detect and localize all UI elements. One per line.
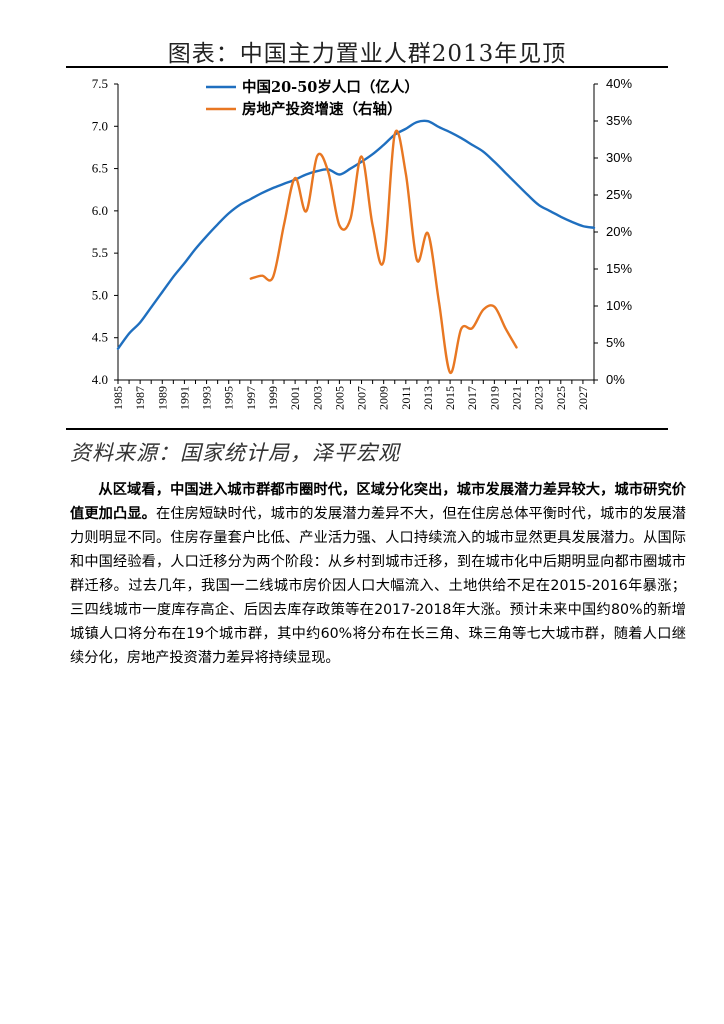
x-tick-label: 2025 (554, 386, 568, 410)
bold-lead-sentence: 从区域看，中国进入城市群都市圈时代，区域分化突出，城市发展潜力差异较大，城市研究… (70, 482, 686, 522)
x-tick-label: 1991 (177, 386, 191, 410)
right-tick-label: 0% (606, 372, 625, 387)
left-tick-label: 4.5 (92, 330, 108, 345)
right-tick-label: 25% (606, 187, 632, 202)
left-tick-label: 6.5 (92, 161, 108, 176)
x-tick-label: 2009 (377, 386, 391, 410)
x-tick-label: 1995 (222, 386, 236, 410)
paragraph-text: 在住房短缺时代，城市的发展潜力差异不大，但在住房总体平衡时代，城市的发展潜力则明… (70, 506, 686, 666)
right-tick-label: 30% (606, 150, 632, 165)
left-tick-label: 4.0 (92, 372, 108, 387)
body-paragraph: 从区域看，中国进入城市群都市圈时代，区域分化突出，城市发展潜力差异较大，城市研究… (70, 478, 686, 670)
x-tick-label: 1989 (155, 386, 169, 410)
investment-growth-series-line (249, 129, 518, 374)
population-series-line (116, 119, 596, 350)
left-tick-label: 5.0 (92, 287, 108, 302)
bottom-rule (66, 428, 668, 430)
left-tick-label: 5.5 (92, 245, 108, 260)
right-tick-label: 5% (606, 335, 625, 350)
x-tick-label: 1985 (111, 386, 125, 410)
right-tick-label: 10% (606, 298, 632, 313)
chart-title: 图表：中国主力置业人群2013年见顶 (167, 41, 567, 67)
right-tick-label: 40% (606, 76, 632, 91)
x-tick-label: 2001 (288, 386, 302, 410)
left-tick-label: 7.0 (92, 118, 108, 133)
x-tick-label: 2023 (532, 386, 546, 410)
x-tick-label: 2017 (465, 386, 479, 410)
x-tick-label: 2005 (332, 386, 346, 410)
x-tick-label: 1997 (244, 386, 258, 410)
legend-label: 房地产投资增速（右轴） (242, 100, 402, 118)
x-tick-label: 1987 (133, 386, 147, 410)
x-tick-label: 1993 (200, 386, 214, 410)
right-tick-label: 35% (606, 113, 632, 128)
line-chart: 4.0 4.5 5.0 5.5 6.0 6.5 7.0 7.5 0% 5% 10% 15% 20% 25%… (92, 76, 633, 410)
x-tick-label: 1999 (266, 386, 280, 410)
x-tick-label: 2027 (576, 386, 590, 410)
x-tick-label: 2015 (443, 386, 457, 410)
x-tick-label: 2019 (487, 386, 501, 410)
x-tick-label: 2003 (310, 386, 324, 410)
legend-label: 中国20-50岁人口（亿人） (242, 78, 419, 96)
x-tick-label: 2011 (399, 386, 413, 410)
right-tick-label: 20% (606, 224, 632, 239)
right-tick-label: 15% (606, 261, 632, 276)
source-note: 资料来源：国家统计局，泽平宏观 (70, 441, 400, 465)
x-tick-label: 2007 (355, 386, 369, 410)
x-tick-label: 2021 (510, 386, 524, 410)
x-tick-label: 2013 (421, 386, 435, 410)
left-tick-label: 6.0 (92, 203, 108, 218)
left-tick-label: 7.5 (92, 76, 108, 91)
top-rule (66, 66, 668, 68)
